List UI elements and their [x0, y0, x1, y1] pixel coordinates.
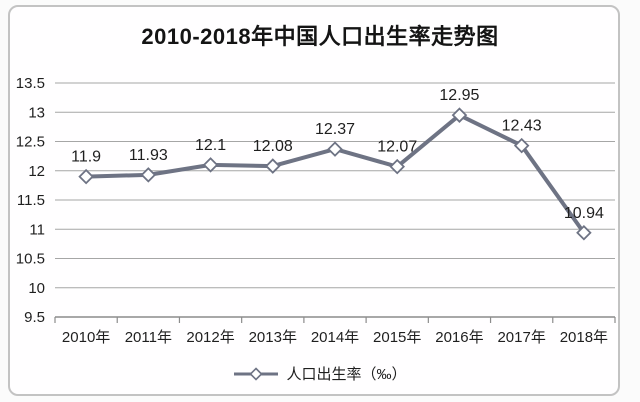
legend-marker — [234, 366, 279, 381]
x-tick-label: 2011年 — [125, 329, 172, 346]
data-point-marker — [327, 141, 343, 157]
data-point-label: 10.94 — [564, 205, 604, 222]
y-tick-label: 11 — [29, 221, 45, 238]
y-tick-label: 13 — [28, 104, 45, 121]
legend: 人口出生率（‰） — [0, 363, 640, 384]
data-point-label: 12.08 — [253, 138, 293, 155]
x-tick-label: 2017年 — [497, 329, 545, 346]
x-tick-label: 2018年 — [560, 329, 608, 346]
y-tick-label: 10.5 — [16, 251, 45, 268]
data-point-label: 11.9 — [71, 149, 101, 166]
data-point-marker — [78, 168, 94, 185]
x-tick-label: 2014年 — [311, 329, 359, 346]
data-point-label: 11.93 — [129, 147, 168, 164]
y-tick-label: 12.5 — [16, 134, 45, 151]
y-tick-label: 13.5 — [16, 75, 45, 92]
legend-marker-diamond — [249, 366, 264, 381]
y-tick-label: 9.5 — [24, 309, 45, 326]
legend-series-label: 人口出生率（‰） — [286, 366, 407, 383]
x-tick-label: 2015年 — [373, 329, 421, 346]
data-point-marker — [389, 158, 405, 175]
data-point-marker — [140, 167, 157, 183]
y-tick-label: 10 — [28, 280, 45, 297]
data-point-label: 12.07 — [377, 139, 417, 156]
data-point-marker — [576, 224, 592, 241]
x-tick-label: 2016年 — [435, 329, 483, 346]
x-tick-label: 2013年 — [249, 329, 297, 346]
y-tick-label: 11.5 — [17, 192, 45, 209]
y-tick-label: 12 — [28, 163, 45, 180]
data-point-label: 12.95 — [439, 87, 479, 104]
data-point-label: 12.37 — [315, 121, 355, 138]
x-tick-label: 2012年 — [186, 329, 234, 346]
data-point-label: 12.43 — [502, 118, 542, 135]
data-point-marker — [202, 157, 219, 173]
x-tick-label: 2010年 — [62, 329, 110, 346]
data-point-marker — [513, 137, 530, 154]
data-point-label: 12.1 — [195, 137, 226, 154]
data-point-marker — [265, 158, 281, 174]
data-point-marker — [451, 107, 468, 123]
chart-title: 2010-2018年中国人口出生率走势图 — [141, 24, 499, 49]
